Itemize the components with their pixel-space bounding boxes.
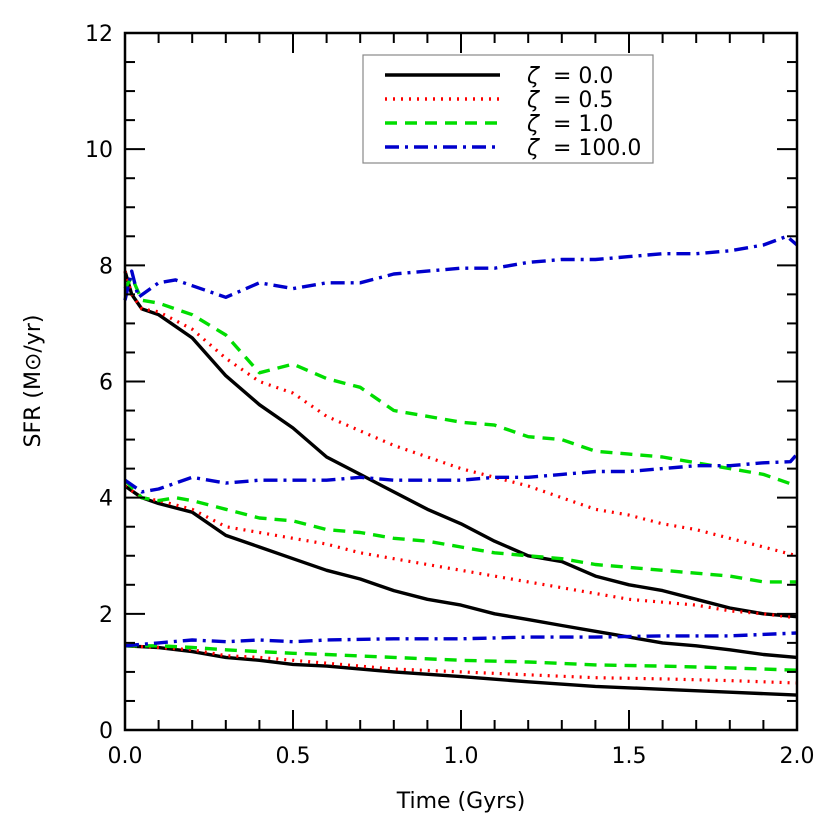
legend-label: = 1.0 xyxy=(553,112,613,137)
legend-label: = 0.0 xyxy=(553,64,613,89)
series-line-zeta-0-0 xyxy=(124,484,798,660)
legend-zeta-symbol: ζ xyxy=(526,136,540,161)
legend-entry: ζ = 0.0 xyxy=(385,64,613,89)
legend-zeta-symbol: ζ xyxy=(526,112,540,137)
x-axis-title: Time (Gyrs) xyxy=(396,789,526,814)
series-line-zeta-1-0 xyxy=(125,644,798,672)
y-tick-label: 12 xyxy=(85,22,113,47)
legend: ζ = 0.0 ζ = 0.5 ζ = 1.0 ζ = 100.0 xyxy=(362,54,654,164)
legend-entry: ζ = 100.0 xyxy=(385,136,641,161)
x-tick-label: 2.0 xyxy=(780,744,815,769)
x-tick-label: 1.0 xyxy=(444,744,479,769)
y-tick-label: 4 xyxy=(99,487,113,512)
legend-entry: ζ = 1.0 xyxy=(385,112,613,137)
series-line-zeta-0-5 xyxy=(123,270,798,558)
y-tick-label: 0 xyxy=(99,719,113,744)
x-tick-label: 0.5 xyxy=(276,744,311,769)
legend-entries: ζ = 0.0 ζ = 0.5 ζ = 1.0 ζ = 100.0 xyxy=(385,64,641,161)
y-axis-title: SFR (M⊙/yr) xyxy=(21,315,46,448)
series-layer xyxy=(123,234,799,697)
series-line-zeta-100-0 xyxy=(124,452,799,494)
legend-zeta-symbol: ζ xyxy=(526,64,540,89)
legend-label: = 0.5 xyxy=(553,88,613,113)
legend-zeta-symbol: ζ xyxy=(526,88,540,113)
y-tick-label: 6 xyxy=(99,371,113,396)
x-tick-labels: 0.0 0.5 1.0 1.5 2.0 xyxy=(108,744,815,769)
x-tick-label: 1.5 xyxy=(612,744,647,769)
series-line-zeta-100-0 xyxy=(124,631,798,648)
series-line-zeta-0-0 xyxy=(124,644,798,697)
y-tick-label: 2 xyxy=(99,603,113,628)
series-line-zeta-1-0 xyxy=(123,479,797,584)
y-tick-labels: 0 2 4 6 8 10 12 xyxy=(85,22,113,744)
y-tick-label: 10 xyxy=(85,138,113,163)
series-line-zeta-1-0 xyxy=(123,275,798,488)
axis-ticks xyxy=(124,32,798,731)
x-tick-label: 0.0 xyxy=(108,744,143,769)
legend-box xyxy=(362,54,654,164)
series-line-zeta-0-5 xyxy=(124,644,798,685)
legend-entry: ζ = 0.5 xyxy=(385,88,613,113)
y-tick-label: 8 xyxy=(99,254,113,279)
legend-label: = 100.0 xyxy=(553,136,641,161)
series-line-zeta-0-0 xyxy=(123,270,798,619)
series-line-zeta-100-0 xyxy=(123,234,799,301)
